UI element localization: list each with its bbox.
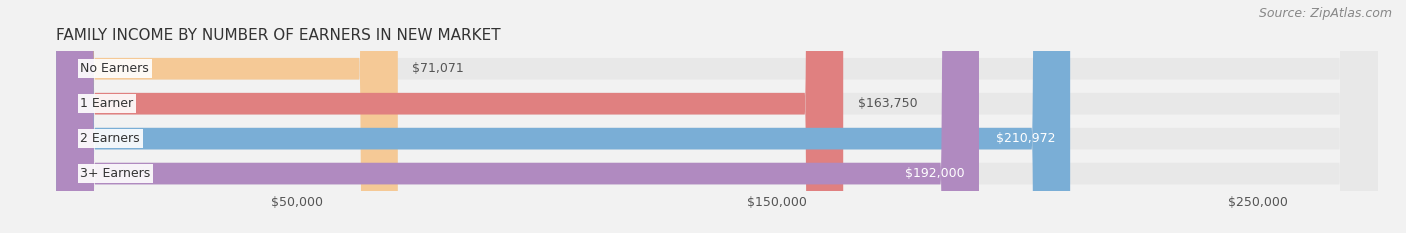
Text: No Earners: No Earners (80, 62, 149, 75)
Text: $210,972: $210,972 (997, 132, 1056, 145)
FancyBboxPatch shape (56, 0, 844, 233)
FancyBboxPatch shape (56, 0, 1378, 233)
Text: Source: ZipAtlas.com: Source: ZipAtlas.com (1258, 7, 1392, 20)
FancyBboxPatch shape (56, 0, 979, 233)
Text: 2 Earners: 2 Earners (80, 132, 139, 145)
FancyBboxPatch shape (56, 0, 1378, 233)
Text: 3+ Earners: 3+ Earners (80, 167, 150, 180)
FancyBboxPatch shape (56, 0, 398, 233)
FancyBboxPatch shape (56, 0, 1378, 233)
FancyBboxPatch shape (56, 0, 1378, 233)
Text: $163,750: $163,750 (858, 97, 917, 110)
Text: $192,000: $192,000 (905, 167, 965, 180)
FancyBboxPatch shape (56, 0, 1070, 233)
Text: $71,071: $71,071 (412, 62, 464, 75)
Text: FAMILY INCOME BY NUMBER OF EARNERS IN NEW MARKET: FAMILY INCOME BY NUMBER OF EARNERS IN NE… (56, 28, 501, 43)
Text: 1 Earner: 1 Earner (80, 97, 134, 110)
